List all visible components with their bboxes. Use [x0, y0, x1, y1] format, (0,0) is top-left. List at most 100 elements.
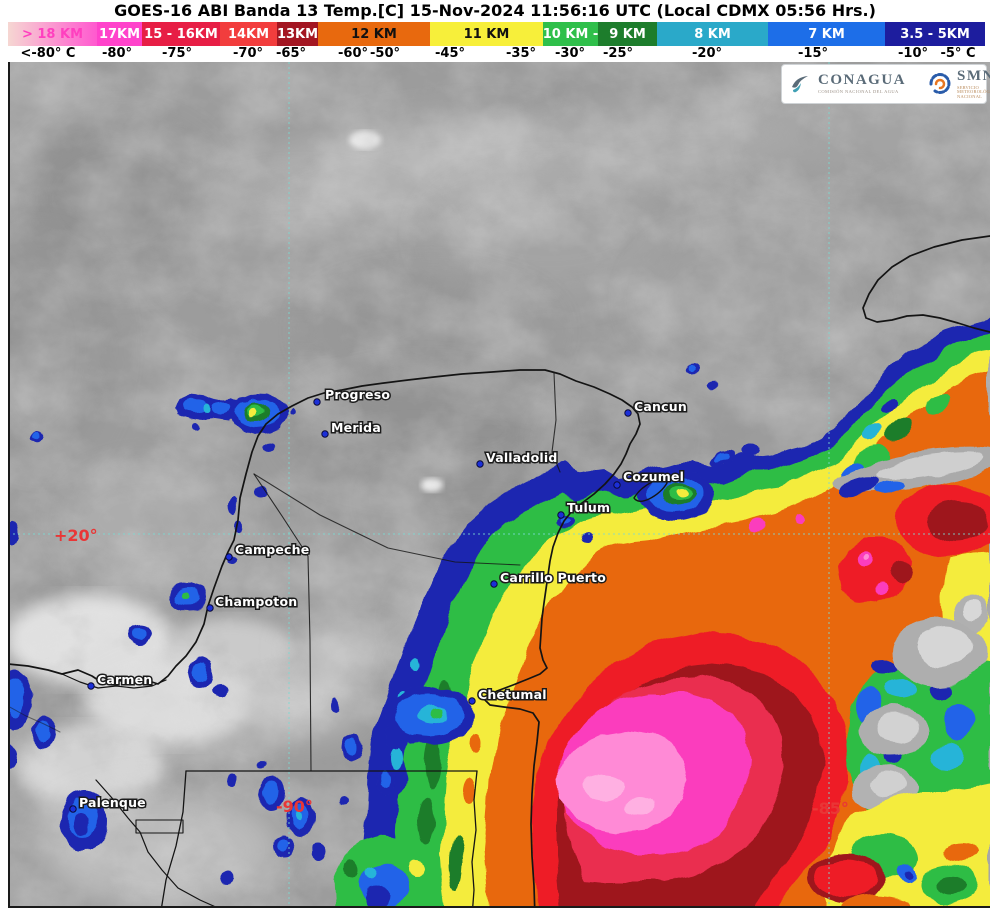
- border-yucatan-qr: [551, 372, 561, 473]
- colorbar-segment-label: 10 KM -: [543, 26, 598, 42]
- city-label-merida: Merida: [331, 420, 381, 435]
- colorbar-segment-label: 9 KM: [609, 26, 646, 42]
- satellite-map: Progreso Merida Cancun Valladolid Cozume…: [0, 62, 990, 908]
- colorbar-segment-label: > 18 KM: [21, 26, 84, 42]
- agency-logos: CONAGUA COMISIÓN NACIONAL DEL AGUA SMN S…: [781, 64, 990, 104]
- city-dot-cancun: [624, 409, 632, 417]
- graticule: [8, 62, 990, 908]
- border-chiapas: [160, 770, 187, 908]
- colorbar-segment: 3.5 - 5KM: [885, 22, 985, 46]
- smn-logo: SMN SERVICIO METEOROLÓGICO NACIONAL: [920, 67, 990, 100]
- border-guatemala-river: [95, 779, 219, 908]
- colorbar-segment: 13KM: [277, 22, 318, 46]
- longitude-label-90w: -90°: [276, 797, 313, 816]
- city-dot-progreso: [313, 398, 321, 406]
- city-label-tulum: Tulum: [567, 500, 610, 515]
- coastline-layer: [8, 235, 990, 908]
- city-dot-carrillo: [206, 604, 214, 612]
- colorbar-segment: 7 KM: [768, 22, 885, 46]
- city-label-campeche: Campeche: [235, 542, 309, 557]
- conagua-icon: [792, 76, 808, 93]
- conagua-title: CONAGUA: [818, 72, 906, 89]
- city-dot-valladolid: [476, 460, 484, 468]
- smn-icon: [929, 73, 951, 94]
- city-dot-tulum: [557, 511, 565, 519]
- coordinate-labels: +20° -90° -85°: [54, 526, 849, 818]
- temp-label: -65°: [276, 46, 306, 61]
- colorbar-segment: 11 KM: [430, 22, 543, 46]
- map-canvas: Progreso Merida Cancun Valladolid Cozume…: [8, 62, 990, 908]
- colorbar-segment-label: 3.5 - 5KM: [900, 26, 970, 42]
- coastline-yucatan: [8, 369, 641, 908]
- coastline-laguna-terminos: [61, 673, 167, 689]
- city-dot-cozumel: [613, 481, 621, 489]
- city-dot-carmen: [87, 682, 95, 690]
- smn-title: SMN: [957, 67, 990, 84]
- coastline-cuba: [862, 235, 990, 333]
- page-title: GOES-16 ABI Banda 13 Temp.[C] 15-Nov-202…: [114, 1, 876, 20]
- city-labels: Progreso Merida Cancun Valladolid Cozume…: [78, 386, 689, 812]
- colorbar-segment: 12 KM: [318, 22, 430, 46]
- temp-label: -5° C: [940, 46, 976, 61]
- temp-label: -25°: [603, 46, 633, 61]
- temp-label: -50°: [370, 46, 400, 61]
- conagua-subtitle: COMISIÓN NACIONAL DEL AGUA: [818, 89, 899, 95]
- colorbar-segment: 15 - 16KM: [142, 22, 220, 46]
- city-markers: [69, 398, 632, 813]
- city-dot-palenque: [69, 805, 77, 813]
- temp-label: <-80° C: [20, 46, 76, 61]
- temp-label: -15°: [798, 46, 828, 61]
- border-campeche-yucatan: [253, 473, 521, 566]
- latitude-label-20n: +20°: [54, 526, 98, 545]
- city-label-carrillo-puerto: Carrillo Puerto: [500, 570, 606, 585]
- colorbar-segment-label: 7 KM: [808, 26, 845, 42]
- temp-label: -35°: [506, 46, 536, 61]
- altitude-colorbar: > 18 KM 17KM 15 - 16KM 14KM 13KM 12 KM 1…: [8, 22, 985, 46]
- city-dot-champoton: [490, 580, 498, 588]
- colorbar-segment: 10 KM -: [543, 22, 598, 46]
- temp-label: -75°: [162, 46, 192, 61]
- storm-system: [332, 316, 990, 908]
- colorbar-segment-label: 15 - 16KM: [144, 26, 218, 42]
- conagua-logo: CONAGUA COMISIÓN NACIONAL DEL AGUA: [782, 71, 912, 97]
- temp-label: -45°: [435, 46, 465, 61]
- colorbar-segment: 14KM: [220, 22, 277, 46]
- river-chiapas: [8, 705, 61, 733]
- city-dot-campeche: [225, 553, 233, 561]
- colorbar-segment-label: 12 KM: [351, 26, 397, 42]
- colorbar-segment-label: 14KM: [227, 26, 270, 42]
- city-label-cozumel: Cozumel: [623, 469, 684, 484]
- temp-label: -20°: [692, 46, 722, 61]
- colorbar-segment: > 18 KM: [8, 22, 97, 46]
- city-label-chetumal: Chetumal: [478, 687, 547, 702]
- city-label-progreso: Progreso: [325, 387, 390, 402]
- city-label-cancun: Cancun: [634, 399, 687, 414]
- colorbar-segment-label: 13KM: [277, 26, 318, 42]
- coastline-cozumel: [633, 479, 668, 502]
- scattered-cells: [8, 362, 759, 883]
- colorbar-segment-label: 8 KM: [694, 26, 731, 42]
- border-belize-guatemala: [471, 770, 478, 908]
- border-state-box: [135, 819, 184, 834]
- city-label-carmen: Carmen: [97, 672, 152, 687]
- temp-label: -80°: [102, 46, 132, 61]
- border-campeche-qr: [253, 473, 312, 772]
- temp-label: -30°: [555, 46, 585, 61]
- longitude-label-85w: -85°: [812, 799, 849, 818]
- temperature-scale: <-80° C -80° -75° -70° -65° -60° -50° -4…: [0, 46, 990, 62]
- city-label-champoton: Champoton: [215, 594, 297, 609]
- smn-subtitle: SERVICIO METEOROLÓGICO NACIONAL: [957, 84, 990, 99]
- temp-label: -60°: [338, 46, 368, 61]
- temp-label: -10°: [898, 46, 928, 61]
- colorbar-segment-label: 17KM: [98, 26, 141, 42]
- city-label-palenque: Palenque: [79, 795, 146, 810]
- colorbar-segment: 8 KM: [657, 22, 768, 46]
- city-dot-chetumal: [468, 697, 476, 705]
- city-label-valladolid: Valladolid: [486, 450, 557, 465]
- colorbar-segment: 17KM: [97, 22, 142, 46]
- temp-label: -70°: [233, 46, 263, 61]
- city-dot-merida: [321, 430, 329, 438]
- colorbar-segment-label: 11 KM: [463, 26, 510, 42]
- colorbar-segment: 9 KM: [598, 22, 657, 46]
